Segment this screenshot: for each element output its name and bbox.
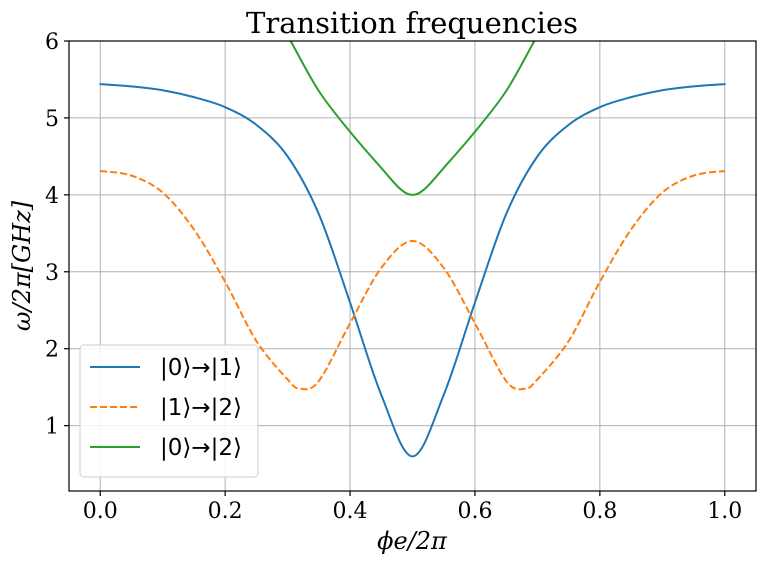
x-tick-label: 0.2 (208, 499, 243, 524)
x-tick-label: 0.0 (83, 499, 118, 524)
legend-label: |0⟩→|1⟩ (160, 355, 242, 381)
legend-box (79, 344, 259, 478)
axes-frame (68, 40, 757, 492)
legend-label: |0⟩→|2⟩ (160, 435, 242, 461)
y-tick-label: 1 (45, 415, 59, 440)
legend: |0⟩→|1⟩ |1⟩→|2⟩ |0⟩→|2⟩ (79, 344, 259, 478)
x-tick-label: 0.8 (582, 499, 617, 524)
series-line-1-2 (100, 170, 725, 391)
y-tick-label: 4 (45, 184, 59, 209)
plot-area (99, 41, 726, 458)
y-tick-label: 2 (45, 338, 59, 363)
y-tick-label: 5 (45, 107, 59, 132)
x-tick-label: 0.4 (333, 499, 368, 524)
x-tick-label: 0.6 (457, 499, 492, 524)
series-line-0-1 (99, 83, 726, 458)
ticks: 0.0 0.2 0.4 0.6 0.8 1.0 1 2 3 4 5 6 (45, 30, 742, 524)
series-line-0-2 (289, 41, 536, 196)
x-axis-label: ϕe/2π (377, 527, 448, 555)
chart-title: Transition frequencies (246, 6, 578, 40)
x-tick-label: 1.0 (707, 499, 742, 524)
y-tick-label: 3 (45, 261, 59, 286)
y-axis-label: ω/2π[GHz] (8, 200, 36, 331)
legend-label: |1⟩→|2⟩ (160, 395, 242, 421)
y-tick-label: 6 (45, 30, 59, 55)
